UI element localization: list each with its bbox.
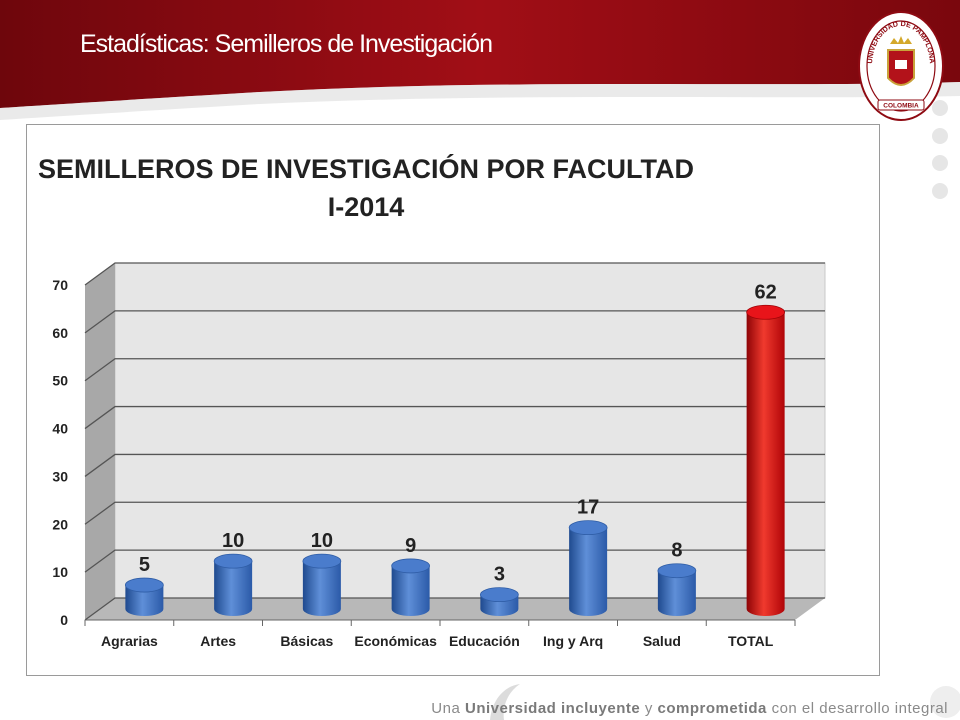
y-tick-label: 60 — [52, 325, 68, 341]
y-tick-label: 50 — [52, 373, 68, 389]
gridline — [84, 501, 825, 525]
data-label: 10 — [311, 530, 333, 552]
decorative-dots — [932, 100, 948, 199]
university-seal-logo: UNIVERSIDAD DE PAMPLONA COLOMBIA — [858, 11, 944, 121]
x-tick-label: Básicas — [280, 633, 333, 649]
x-tick-label: Artes — [200, 633, 236, 649]
header-banner — [0, 0, 960, 120]
data-label: 62 — [755, 281, 777, 303]
bar — [213, 553, 253, 617]
bar-top — [657, 563, 697, 579]
footer-tagline: Una Universidad incluyente y comprometid… — [431, 700, 948, 717]
bar — [746, 304, 786, 617]
x-tick-label: Salud — [643, 633, 681, 649]
chart-side-wall — [85, 263, 115, 620]
x-tick-label: Agrarias — [101, 633, 158, 649]
x-tick-label: Educación — [449, 633, 520, 649]
data-label: 8 — [671, 540, 682, 562]
bar-body — [569, 527, 608, 617]
footer-swoosh — [490, 684, 960, 720]
bar-top — [479, 587, 519, 603]
bar — [657, 563, 697, 617]
x-tick-label: Económicas — [354, 633, 437, 649]
svg-text:COLOMBIA: COLOMBIA — [883, 103, 919, 110]
gridline — [84, 310, 825, 334]
bar-body — [391, 565, 430, 617]
data-label: 3 — [494, 564, 505, 586]
bar-top — [568, 520, 608, 536]
gridline — [84, 358, 825, 382]
gridline — [84, 262, 825, 286]
data-label: 10 — [222, 530, 244, 552]
bar — [391, 558, 431, 617]
bar-top — [213, 553, 253, 569]
gridline — [84, 405, 825, 430]
bar — [568, 520, 608, 617]
y-tick-label: 30 — [52, 468, 68, 484]
bar-top — [391, 558, 431, 574]
bar — [302, 553, 342, 617]
data-label: 17 — [577, 497, 599, 519]
y-tick-label: 40 — [52, 421, 68, 437]
bar-top — [302, 553, 342, 569]
chart-title: SEMILLEROS DE INVESTIGACIÓN POR FACULTAD… — [26, 150, 706, 226]
chart-title-line2: I-2014 — [327, 192, 405, 222]
data-label: 5 — [139, 554, 150, 576]
bar-body — [214, 561, 253, 617]
bar — [124, 577, 164, 617]
x-tick-label: Ing y Arq — [543, 633, 603, 649]
y-tick-label: 70 — [52, 277, 68, 293]
chart-floor — [85, 598, 825, 620]
bar-top — [124, 577, 164, 593]
bar — [479, 587, 519, 617]
y-tick-label: 10 — [52, 564, 68, 580]
slide-title: Estadísticas: Semilleros de Investigació… — [80, 30, 493, 58]
bar-top — [746, 304, 786, 320]
bar-body — [746, 312, 785, 617]
bar-body — [302, 561, 341, 617]
bar-body — [657, 570, 696, 617]
y-tick-label: 20 — [52, 516, 68, 532]
gridline — [84, 453, 825, 477]
y-tick-label: 0 — [60, 612, 68, 628]
data-label: 9 — [405, 535, 416, 557]
x-tick-label: TOTAL — [728, 633, 774, 649]
bar-body — [125, 585, 164, 617]
chart-title-line1: SEMILLEROS DE INVESTIGACIÓN POR FACULTAD — [37, 154, 695, 184]
